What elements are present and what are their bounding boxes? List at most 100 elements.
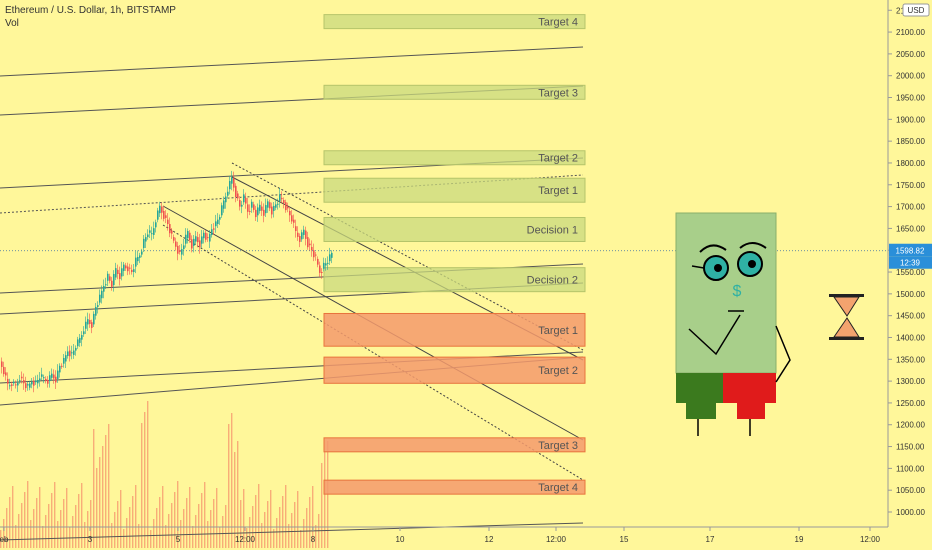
volume-bar (51, 493, 53, 548)
volume-bar (105, 435, 107, 548)
candle-body (175, 241, 177, 247)
candle-body (295, 226, 297, 232)
target-zone-red-9[interactable] (323, 479, 586, 495)
candle-body (57, 370, 59, 379)
mascot-red-block (723, 373, 776, 403)
volume-bar (84, 522, 86, 548)
price-tick-label: 1000.00 (896, 508, 925, 517)
price-tick-label: 1100.00 (896, 464, 925, 473)
candle-body (127, 266, 129, 272)
candle-body (219, 217, 221, 220)
candle-body (267, 201, 269, 208)
volume-bar (270, 490, 272, 548)
currency-label: USD (908, 6, 925, 15)
target-zone-green-0[interactable] (323, 14, 586, 30)
volume-bar (147, 401, 149, 548)
volume-bar (234, 452, 236, 548)
volume-bar (120, 490, 122, 548)
volume-bar (174, 492, 176, 548)
volume-bar (195, 515, 197, 548)
candle-body (89, 320, 91, 324)
candle-body (3, 366, 5, 375)
candle-body (223, 200, 225, 209)
candle-body (181, 249, 183, 255)
candle-body (141, 251, 143, 255)
candle-body (149, 230, 151, 233)
target-zone-red-6[interactable] (323, 312, 586, 347)
candle-body (303, 229, 305, 235)
volume-bar (27, 481, 29, 548)
target-zone-red-8[interactable] (323, 437, 586, 453)
volume-bar (63, 499, 65, 548)
target-zone-green-3[interactable] (323, 177, 586, 203)
volume-bar (297, 491, 299, 548)
volume-bar (99, 457, 101, 548)
candle-body (153, 228, 155, 235)
candle-body (239, 200, 241, 207)
candle-body (225, 196, 227, 203)
volume-bar (264, 512, 266, 548)
mascot-pupil-left (714, 264, 722, 272)
candle-body (65, 355, 67, 362)
candle-body (217, 219, 219, 225)
volume-bar (276, 518, 278, 548)
candle-body (105, 284, 107, 286)
candle-body (101, 290, 103, 299)
candle-body (143, 238, 145, 249)
volume-bar (186, 498, 188, 548)
candle-body (49, 375, 51, 382)
candle-body (5, 372, 7, 376)
mascot-brow-right (739, 242, 767, 249)
volume-bar (180, 520, 182, 548)
volume-bar (261, 523, 263, 548)
volume-bar (192, 526, 194, 548)
mascot-red-foot (737, 403, 765, 419)
candle-body (165, 215, 167, 218)
candle-body (301, 232, 303, 240)
candle-body (69, 350, 71, 357)
target-zone-red-7[interactable] (323, 356, 586, 384)
volume-bar (228, 424, 230, 548)
candle-body (85, 321, 87, 329)
candle-body (179, 250, 181, 252)
volume-bar (162, 486, 164, 548)
target-zone-green-2[interactable] (323, 150, 586, 166)
candle-body (63, 357, 65, 364)
candle-body (95, 306, 97, 316)
target-zone-green-4[interactable] (323, 216, 586, 242)
price-tick-label: 1250.00 (896, 399, 925, 408)
price-tick-label: 1850.00 (896, 137, 925, 146)
countdown-value: 12:39 (900, 259, 921, 268)
volume-bar (315, 525, 317, 548)
candle-body (83, 331, 85, 335)
target-zone-green-1[interactable] (323, 84, 586, 100)
candle-body (29, 383, 31, 388)
time-tick-label: 10 (396, 535, 405, 544)
last-price-value: 1598.82 (896, 247, 925, 256)
mascot-body (675, 212, 777, 374)
volume-bar (30, 520, 32, 548)
price-tick-label: 2050.00 (896, 50, 925, 59)
candle-body (77, 339, 79, 347)
currency-badge[interactable] (902, 3, 930, 17)
candle-body (287, 206, 289, 209)
mascot-arm-left (688, 314, 741, 356)
candle-body (235, 185, 237, 197)
candle-body (199, 240, 201, 248)
price-tick-label: 1400.00 (896, 333, 925, 342)
candle-body (189, 232, 191, 241)
time-tick-label: 17 (706, 535, 715, 544)
candle-body (289, 210, 291, 216)
candle-body (283, 200, 285, 204)
volume-bar (267, 501, 269, 548)
hourglass-bottom (829, 337, 864, 340)
hourglass-icon (833, 296, 860, 317)
volume-bar (231, 413, 233, 548)
time-tick-label: 12:00 (235, 535, 256, 544)
target-zone-green-5[interactable] (323, 267, 586, 293)
candle-body (125, 265, 127, 269)
candle-body (61, 365, 63, 367)
volume-bar (282, 496, 284, 548)
